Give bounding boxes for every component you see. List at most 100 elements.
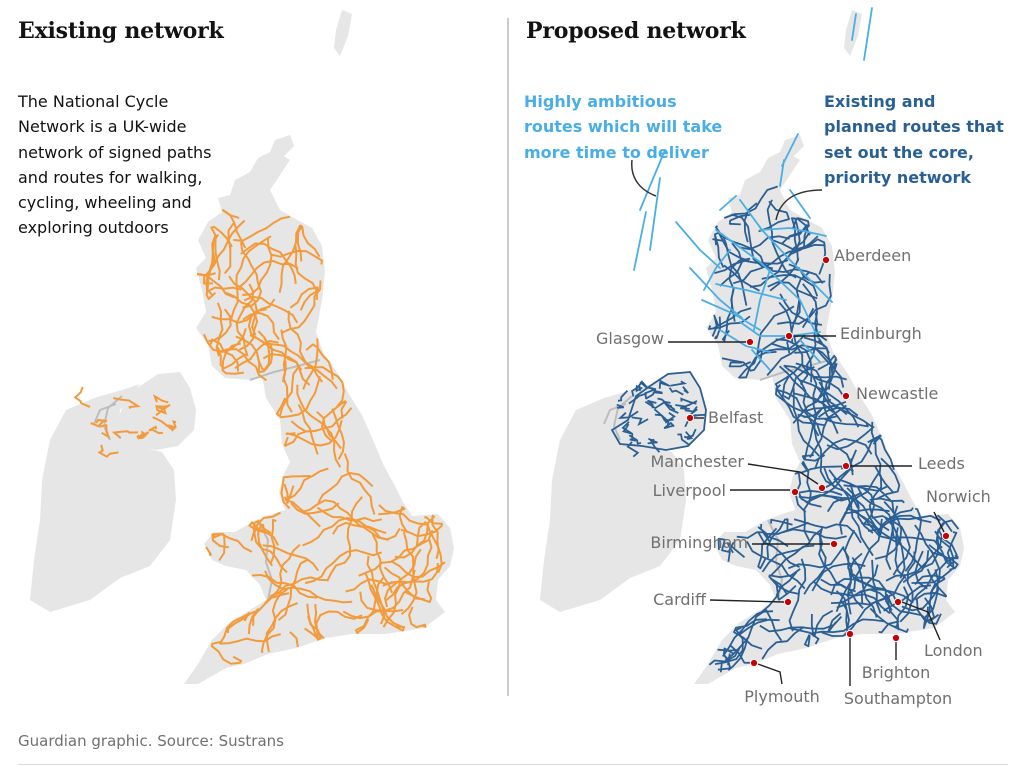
core-route xyxy=(670,380,688,387)
core-route xyxy=(731,213,773,270)
core-route xyxy=(743,202,758,243)
core-route xyxy=(934,530,955,571)
core-route xyxy=(770,544,815,577)
core-route xyxy=(616,403,625,410)
core-route xyxy=(668,387,684,396)
glasgow-label: Glasgow xyxy=(596,329,664,348)
core-route xyxy=(862,487,876,525)
core-route xyxy=(835,529,856,613)
core-route xyxy=(683,405,698,413)
core-route xyxy=(708,645,742,666)
birmingham-label: Birmingham xyxy=(650,533,748,552)
core-route xyxy=(794,217,811,252)
core-route xyxy=(925,549,941,623)
core-route xyxy=(805,449,858,504)
existing-route xyxy=(370,584,403,628)
core-route xyxy=(719,242,743,287)
core-route xyxy=(726,542,746,558)
core-route xyxy=(766,345,801,376)
existing-route xyxy=(260,588,289,654)
newcastle-label: Newcastle xyxy=(856,384,938,403)
core-route xyxy=(617,410,639,419)
southampton-label: Southampton xyxy=(844,689,952,708)
existing-route xyxy=(228,275,258,336)
ireland-landmass xyxy=(540,372,706,612)
existing-route xyxy=(304,549,382,585)
great-britain-landmass xyxy=(334,10,352,56)
core-route xyxy=(723,647,735,666)
existing-route xyxy=(99,424,111,439)
ambitious-route xyxy=(675,221,721,269)
existing-route xyxy=(221,209,247,249)
cardiff-marker xyxy=(783,597,793,607)
core-route xyxy=(721,287,735,342)
existing-route xyxy=(238,259,299,289)
core-legend-leader xyxy=(775,189,823,221)
leeds-label: Leeds xyxy=(918,454,965,473)
london-marker xyxy=(893,597,903,607)
ambitious-route xyxy=(719,329,771,353)
core-route xyxy=(774,363,803,390)
core-route xyxy=(813,348,834,404)
core-route xyxy=(839,482,855,524)
ambitious-routes-legend: Highly ambitious routes which will take … xyxy=(524,92,723,162)
core-route xyxy=(738,235,790,251)
ambitious-routes xyxy=(633,7,873,371)
core-route xyxy=(870,421,894,494)
existing-route xyxy=(279,366,300,417)
core-route xyxy=(830,588,914,604)
existing-route xyxy=(247,308,303,371)
manchester-label: Manchester xyxy=(650,452,744,471)
plymouth-leader-line xyxy=(757,663,783,685)
core-route xyxy=(663,402,679,414)
core-route xyxy=(775,584,797,601)
brighton-label: Brighton xyxy=(862,663,931,682)
existing-route xyxy=(283,483,295,504)
core-route xyxy=(902,550,930,584)
existing-route xyxy=(205,219,246,297)
core-route xyxy=(756,305,795,356)
core-routes xyxy=(610,185,960,673)
core-route xyxy=(617,389,629,402)
norwich-label: Norwich xyxy=(926,487,991,506)
ambitious-route xyxy=(715,283,787,301)
core-route xyxy=(845,507,890,513)
core-route xyxy=(935,519,960,542)
existing-route xyxy=(400,516,443,538)
existing-route xyxy=(302,343,319,390)
existing-route xyxy=(111,430,138,439)
cardiff-leader-line xyxy=(709,599,785,603)
existing-route xyxy=(316,338,334,380)
cardiff-label: Cardiff xyxy=(653,590,707,609)
core-route xyxy=(827,612,842,632)
core-route xyxy=(848,570,893,611)
existing-route xyxy=(275,375,321,419)
existing-route xyxy=(264,570,353,604)
core-route xyxy=(644,401,671,410)
core-route xyxy=(749,235,819,288)
ambitious-route xyxy=(759,227,827,237)
core-route xyxy=(775,384,825,427)
great-britain-landmass xyxy=(270,135,294,156)
ambitious-route xyxy=(753,269,771,331)
existing-route xyxy=(90,418,108,428)
core-route xyxy=(629,438,637,442)
existing-route xyxy=(243,296,299,324)
existing-route xyxy=(165,420,177,432)
existing-route xyxy=(400,531,418,615)
core-route xyxy=(739,351,777,379)
manchester-leader-line xyxy=(747,463,819,485)
core-route xyxy=(715,225,766,268)
existing-route xyxy=(378,506,408,533)
existing-route xyxy=(294,245,318,300)
existing-route xyxy=(287,310,338,390)
existing-route xyxy=(155,403,171,415)
existing-route xyxy=(242,311,280,341)
proposed-network-title: Proposed network xyxy=(526,18,746,44)
core-route xyxy=(883,584,932,612)
existing-route xyxy=(282,360,293,413)
ambitious-route xyxy=(789,189,811,219)
bottom-rule xyxy=(18,764,1008,765)
existing-route xyxy=(210,640,243,665)
existing-route xyxy=(289,631,299,648)
